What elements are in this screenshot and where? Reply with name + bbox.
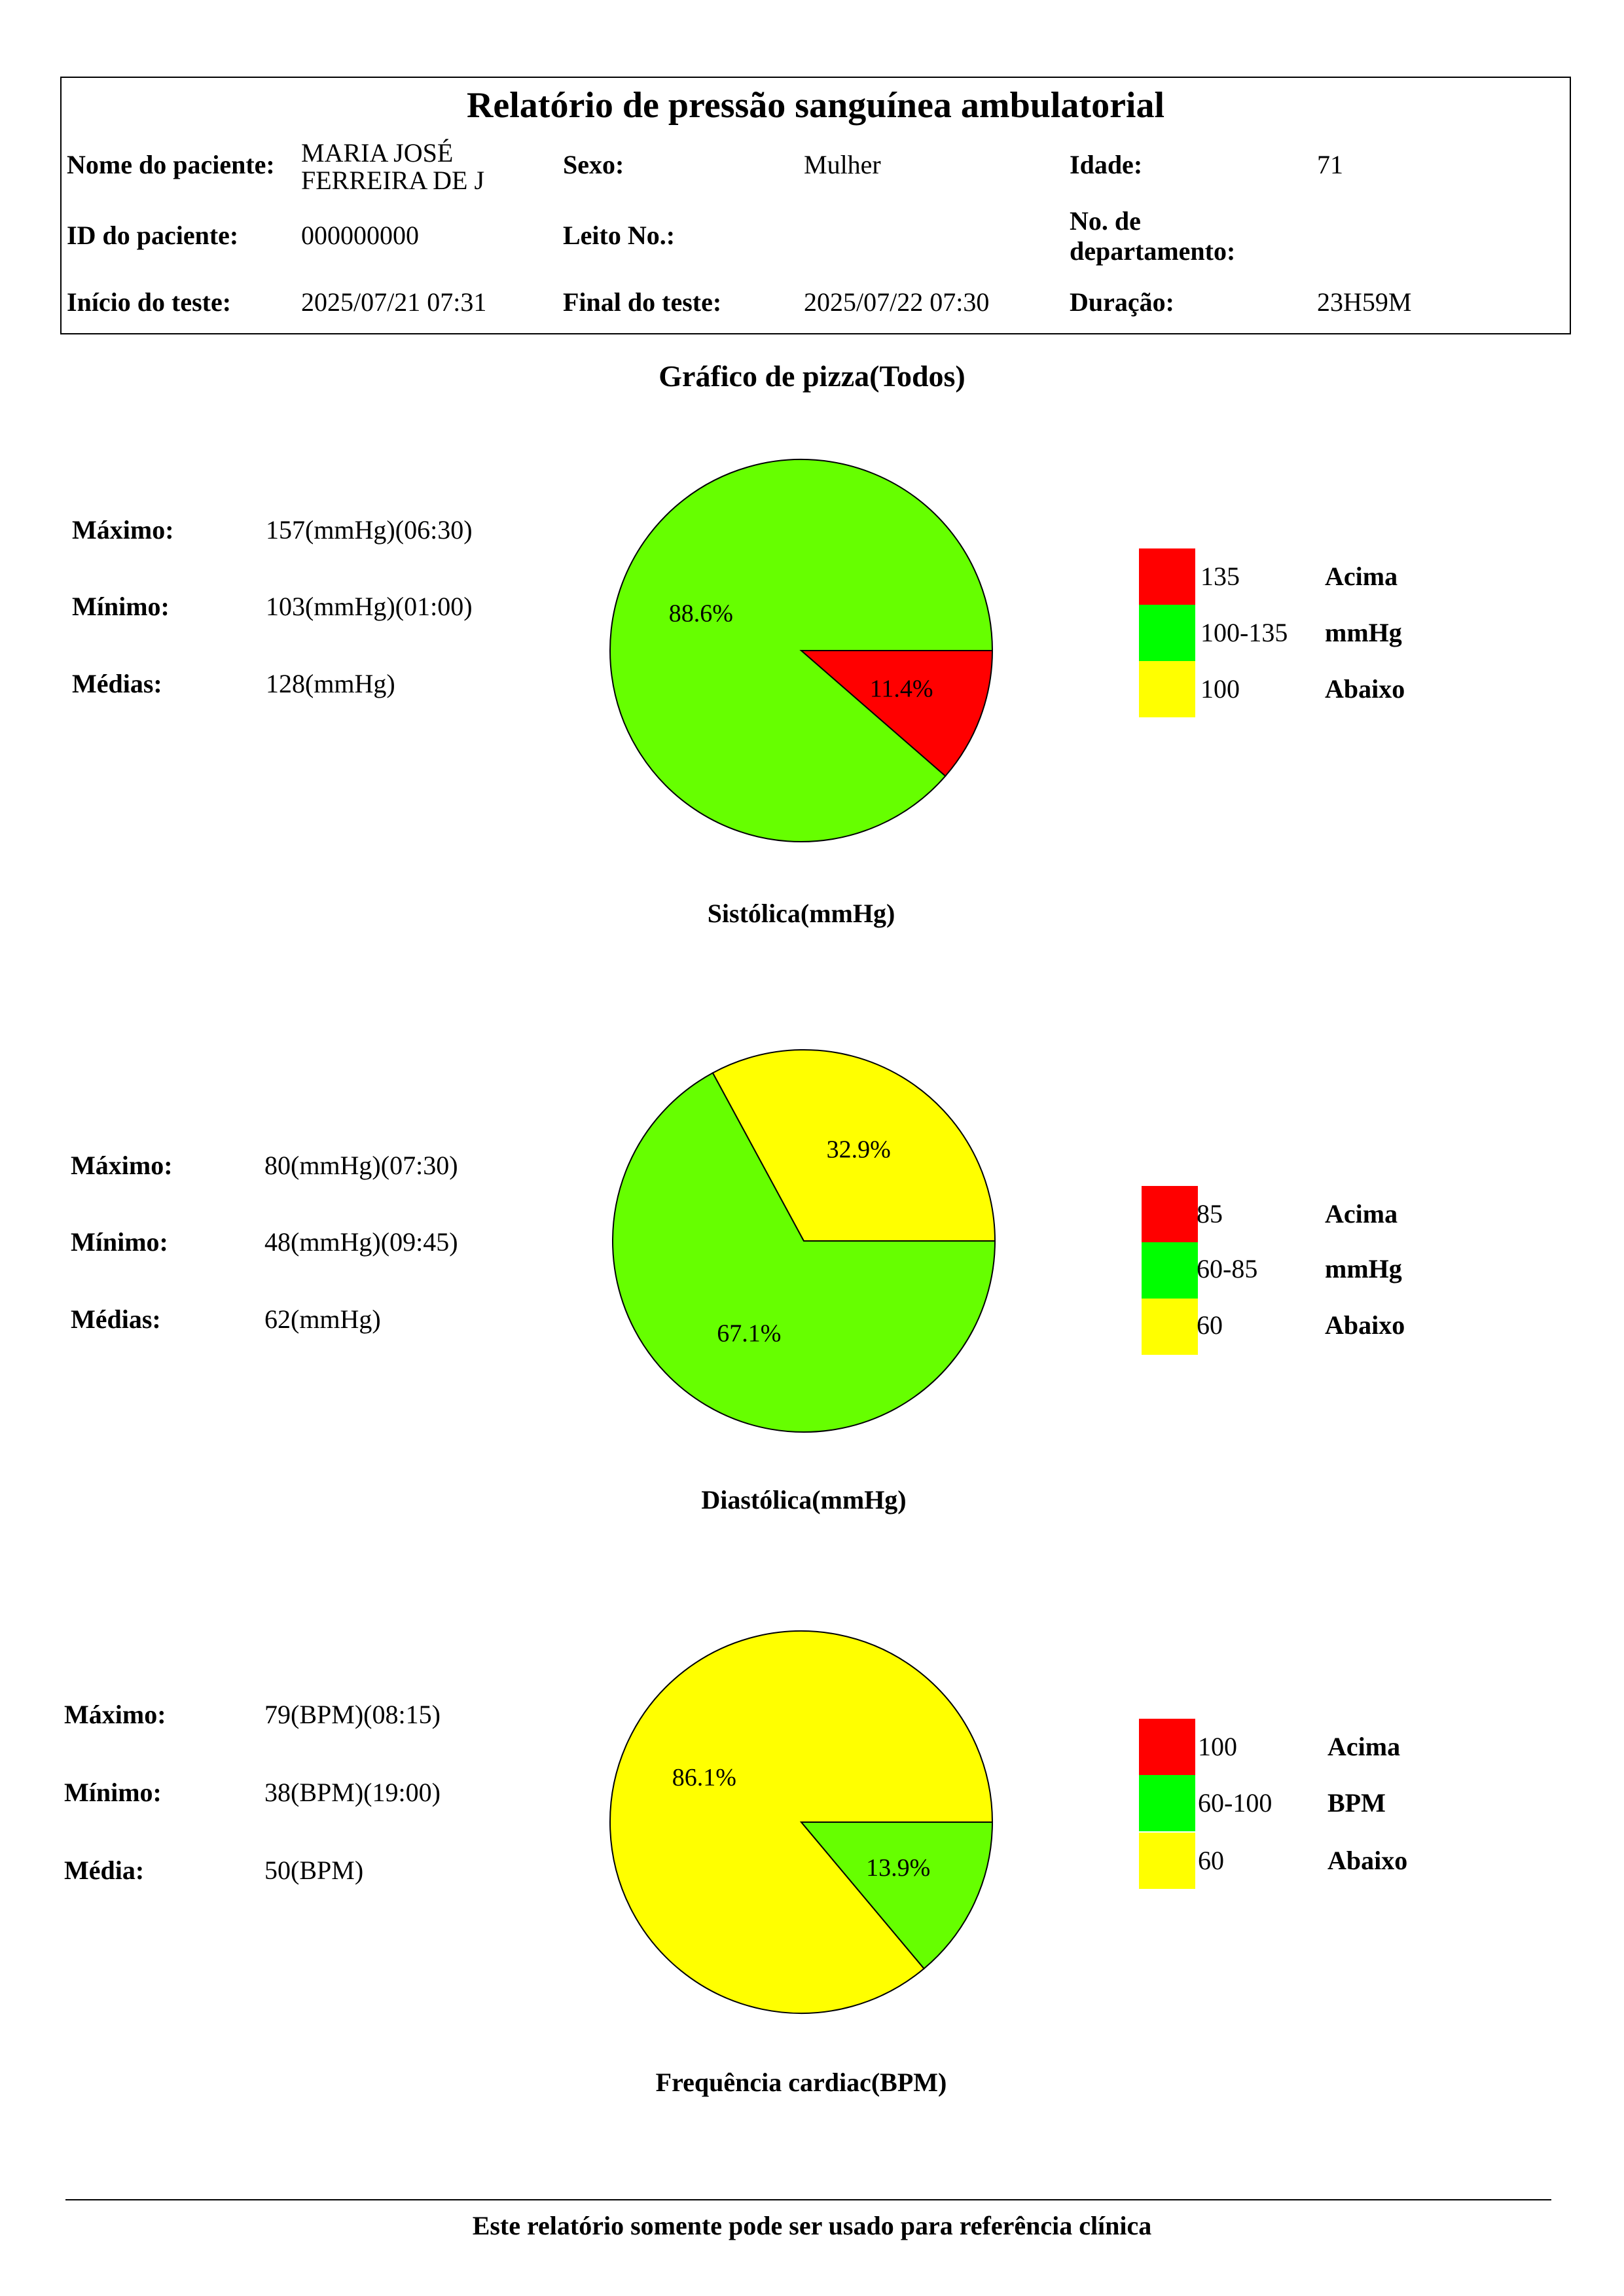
start-value: 2025/07/21 07:31 [301,287,487,317]
heart-rate-legend-normal-swatch [1139,1775,1195,1831]
diastolic-legend-below-swatch [1142,1299,1198,1355]
heart-rate-legend-normal-range: 60-100 [1198,1788,1272,1818]
diastolic-avg-value: 62(mmHg) [264,1304,381,1334]
report-title: Relatório de pressão sanguínea ambulator… [466,85,1165,126]
systolic-slice-1 [609,459,994,842]
diastolic-legend-normal-range: 60-85 [1197,1254,1258,1283]
systolic-legend-below-range: 100 [1200,674,1240,704]
systolic-legend-normal-range: 100-135 [1200,618,1288,647]
heart-rate-max-label: Máximo: [64,1700,166,1729]
diastolic-slice-label-1: 32.9% [827,1136,891,1164]
systolic-legend-normal-desc: mmHg [1325,618,1402,647]
diastolic-legend-normal-swatch [1142,1242,1198,1299]
diastolic-min-value: 48(mmHg)(09:45) [264,1227,458,1257]
diastolic-max-label: Máximo: [71,1151,173,1180]
report-header: Relatório de pressão sanguínea ambulator… [60,77,1571,334]
systolic-slice-label-0: 11.4% [870,675,933,702]
diastolic-avg-label: Médias: [71,1304,161,1334]
section-title: Gráfico de pizza(Todos) [659,359,965,393]
patient-name-line1: MARIA JOSÉ [301,138,454,168]
end-value: 2025/07/22 07:30 [804,287,990,317]
heart-rate-avg-value: 50(BPM) [264,1856,364,1885]
diastolic-legend-above-desc: Acima [1325,1199,1398,1229]
systolic-max-label: Máximo: [72,515,174,545]
start-label: Início do teste: [67,287,232,317]
systolic-legend-below-desc: Abaixo [1325,674,1405,704]
diastolic-slice-label-0: 67.1% [717,1319,781,1347]
heart-rate-max-value: 79(BPM)(08:15) [264,1700,441,1729]
systolic-chart-title: Sistólica(mmHg) [707,899,895,928]
systolic-slice-0 [799,650,994,778]
heart-rate-min-value: 38(BPM)(19:00) [264,1778,441,1807]
diastolic-slice-0 [612,1071,996,1433]
systolic-pie-chart: 11.4% 88.6% [609,459,994,842]
heart-rate-slice-label-1: 86.1% [672,1764,736,1791]
heart-rate-slice-0 [799,1821,994,1970]
sex-value: Mulher [804,150,881,179]
heart-rate-avg-label: Média: [64,1856,145,1885]
diastolic-pie-chart: 67.1% 32.9% [612,1049,996,1433]
end-label: Final do teste: [563,287,722,317]
systolic-max-value: 157(mmHg)(06:30) [266,515,473,545]
patient-name-line2: FERREIRA DE J [301,166,485,195]
footer-disclaimer: Este relatório somente pode ser usado pa… [472,2211,1152,2240]
diastolic-chart-title: Diastólica(mmHg) [701,1485,907,1515]
diastolic-legend-above-swatch [1142,1186,1198,1242]
dept-label-line1: No. de [1070,206,1141,236]
systolic-legend-normal-swatch [1139,605,1195,661]
heart-rate-min-label: Mínimo: [64,1778,162,1807]
heart-rate-pie-chart: 13.9% 86.1% [609,1630,994,2014]
duration-value: 23H59M [1317,287,1412,317]
heart-rate-legend-above-desc: Acima [1327,1732,1401,1761]
heart-rate-chart-title: Frequência cardiac(BPM) [655,2068,947,2097]
duration-label: Duração: [1070,287,1174,317]
diastolic-legend-below-range: 60 [1197,1310,1223,1340]
heart-rate-legend-above-swatch [1139,1719,1195,1775]
diastolic-legend-normal-desc: mmHg [1325,1254,1402,1283]
systolic-avg-label: Médias: [72,669,162,698]
heart-rate-slice-label-0: 13.9% [866,1854,930,1882]
heart-rate-legend-below-range: 60 [1198,1846,1224,1875]
diastolic-min-label: Mínimo: [71,1227,168,1257]
age-value: 71 [1317,150,1343,179]
diastolic-legend-above-range: 85 [1197,1199,1223,1229]
age-label: Idade: [1070,150,1143,179]
systolic-legend-above-desc: Acima [1325,562,1398,591]
systolic-legend-above-swatch [1139,548,1195,605]
heart-rate-legend-below-desc: Abaixo [1327,1846,1408,1875]
patient-name-label: Nome do paciente: [67,150,275,179]
diastolic-max-value: 80(mmHg)(07:30) [264,1151,458,1180]
systolic-min-value: 103(mmHg)(01:00) [266,592,473,621]
patient-id-value: 000000000 [301,221,419,250]
bed-label: Leito No.: [563,221,676,250]
heart-rate-legend-normal-desc: BPM [1327,1788,1386,1818]
heart-rate-legend-below-swatch [1139,1833,1195,1889]
systolic-legend-above-range: 135 [1200,562,1240,591]
systolic-legend-below-swatch [1139,661,1195,717]
patient-id-label: ID do paciente: [67,221,239,250]
systolic-avg-value: 128(mmHg) [266,669,395,698]
footer-divider [65,2199,1551,2200]
heart-rate-legend-above-range: 100 [1198,1732,1237,1761]
diastolic-legend-below-desc: Abaixo [1325,1310,1405,1340]
heart-rate-slice-1 [609,1630,994,2014]
systolic-min-label: Mínimo: [72,592,170,621]
dept-label-line2: departamento: [1070,236,1236,266]
systolic-slice-label-1: 88.6% [669,600,733,628]
diastolic-slice-1 [712,1049,996,1242]
sex-label: Sexo: [563,150,624,179]
